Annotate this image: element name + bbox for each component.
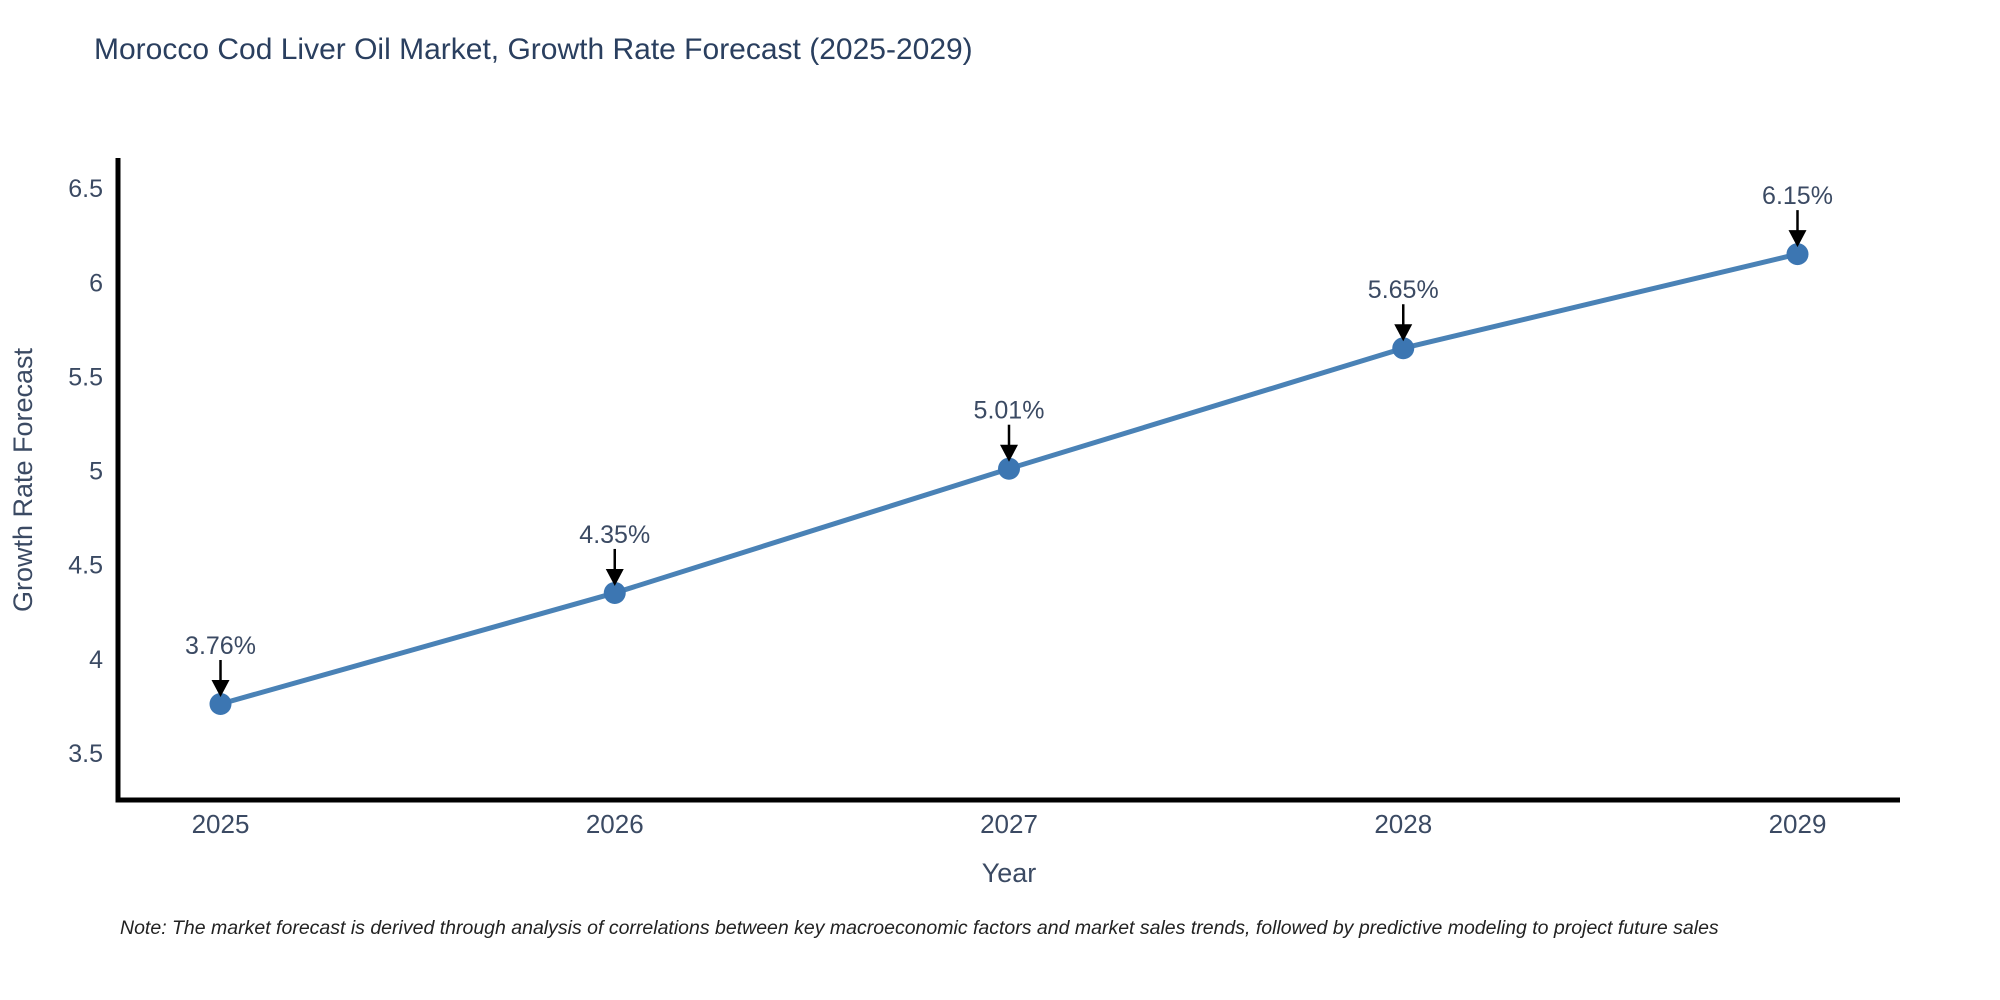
y-tick-label: 3.5 xyxy=(68,740,103,768)
data-point-label: 5.01% xyxy=(974,397,1045,425)
annotation-arrowhead-icon xyxy=(1394,324,1413,342)
footnote: Note: The market forecast is derived thr… xyxy=(120,917,1719,939)
annotation-arrowhead-icon xyxy=(605,568,624,586)
x-tick-label: 2029 xyxy=(1769,809,1827,839)
y-tick-label: 5.5 xyxy=(68,363,103,391)
annotation-arrowhead-icon xyxy=(211,680,230,697)
data-point-marker xyxy=(209,693,232,715)
annotation-arrowhead-icon xyxy=(1788,230,1807,248)
annotation-arrowhead-icon xyxy=(1000,444,1018,462)
y-tick-label: 5 xyxy=(89,458,103,486)
y-tick-label: 4 xyxy=(89,646,103,674)
data-point-label: 5.65% xyxy=(1368,276,1439,304)
x-tick-label: 2027 xyxy=(980,809,1038,839)
x-tick-label: 2025 xyxy=(192,809,250,839)
data-point-label: 6.15% xyxy=(1762,182,1833,210)
y-tick-label: 6 xyxy=(89,269,103,297)
x-tick-label: 2028 xyxy=(1374,809,1432,839)
y-axis-title: Growth Rate Forecast xyxy=(8,347,38,612)
data-point-marker xyxy=(603,581,626,604)
x-tick-label: 2026 xyxy=(586,809,644,839)
data-point-label: 4.35% xyxy=(579,521,650,549)
data-point-marker xyxy=(1786,243,1809,266)
data-point-label: 3.76% xyxy=(185,632,256,660)
y-tick-label: 6.5 xyxy=(68,175,103,203)
y-tick-label: 4.5 xyxy=(68,552,103,580)
chart-title: Morocco Cod Liver Oil Market, Growth Rat… xyxy=(94,33,973,66)
data-point-marker xyxy=(1392,337,1415,360)
x-axis-title: Year xyxy=(982,858,1037,888)
data-point-marker xyxy=(998,457,1020,480)
